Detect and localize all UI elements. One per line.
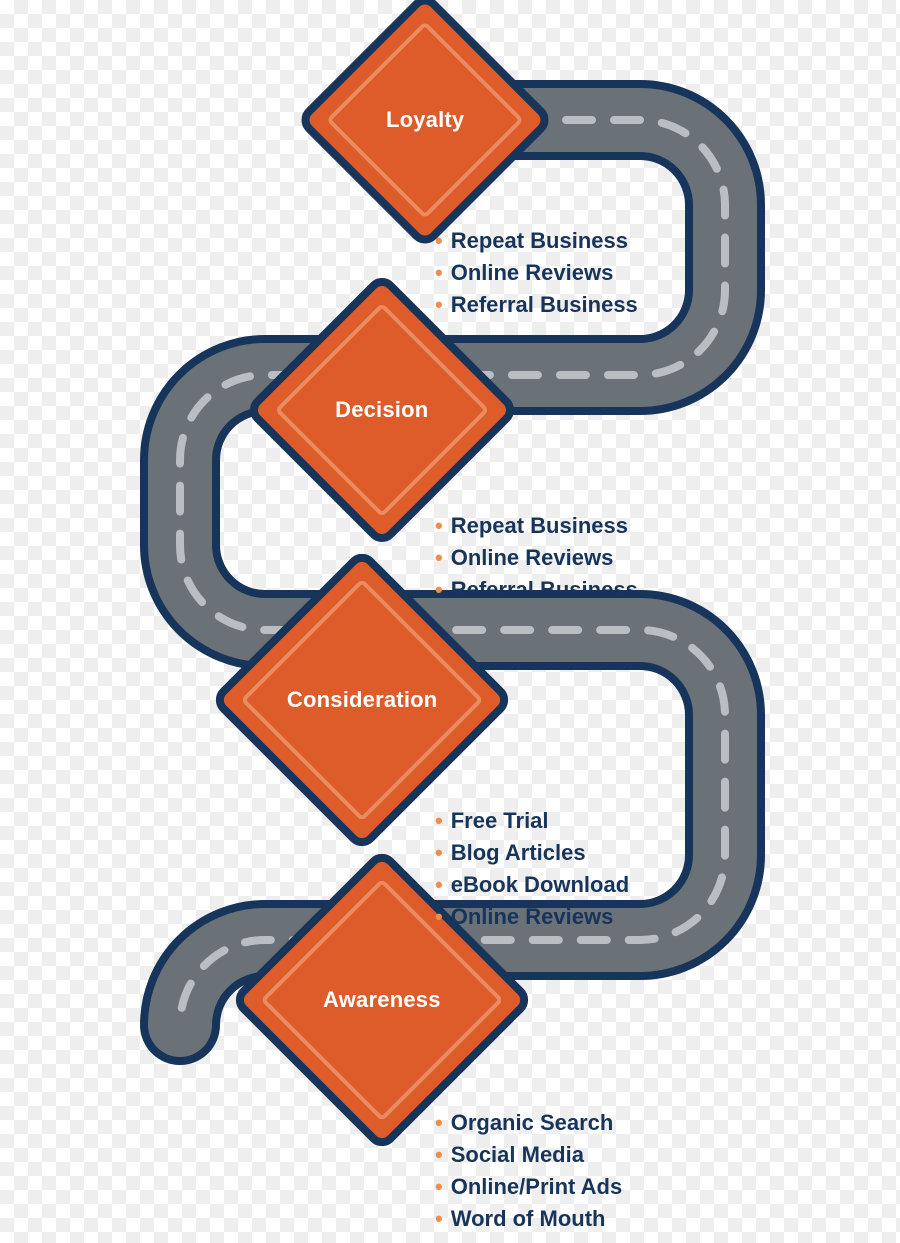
roadmap-infographic: Loyalty Decision Consideration Awareness…: [0, 0, 900, 1243]
stage-item: • Social Media: [435, 1139, 622, 1171]
stage-item: • Organic Search: [435, 1107, 622, 1139]
stage-item: • Repeat Business: [435, 225, 638, 257]
stage-item: • Word of Mouth: [435, 1203, 622, 1235]
stage-items-consideration: • Free Trial • Blog Articles • eBook Download…: [435, 805, 629, 933]
stage-item-label: Social Media: [451, 1142, 584, 1167]
stage-items-awareness: • Organic Search • Social Media • Online/Prin…: [435, 1107, 622, 1235]
stage-item-label: Repeat Business: [451, 228, 628, 253]
stage-label: Decision: [335, 397, 428, 423]
stage-item-label: Referral Business: [451, 292, 638, 317]
stage-item-label: Online Reviews: [451, 904, 614, 929]
stage-item-label: eBook Download: [451, 872, 629, 897]
stage-item: • Online Reviews: [435, 901, 629, 933]
bullet-icon: •: [435, 840, 443, 865]
stage-item-label: Referral Business: [451, 577, 638, 602]
stage-item-label: Free Trial: [451, 808, 549, 833]
bullet-icon: •: [435, 808, 443, 833]
stage-item-label: Online Reviews: [451, 260, 614, 285]
stage-item-label: Organic Search: [451, 1110, 614, 1135]
stage-item: • Blog Articles: [435, 837, 629, 869]
bullet-icon: •: [435, 577, 443, 602]
stage-label: Awareness: [323, 987, 441, 1013]
stage-label: Consideration: [287, 687, 438, 713]
bullet-icon: •: [435, 545, 443, 570]
stage-item-label: Repeat Business: [451, 513, 628, 538]
bullet-icon: •: [435, 1110, 443, 1135]
stage-item: • Free Trial: [435, 805, 629, 837]
stage-item-label: Online/Print Ads: [451, 1174, 623, 1199]
stage-item: • Online Reviews: [435, 542, 638, 574]
stage-label: Loyalty: [386, 107, 464, 133]
bullet-icon: •: [435, 292, 443, 317]
stage-items-decision: • Repeat Business • Online Reviews • Referral…: [435, 510, 638, 606]
stage-item: • Online/Print Ads: [435, 1171, 622, 1203]
bullet-icon: •: [435, 1206, 443, 1231]
stage-item: • Referral Business: [435, 289, 638, 321]
stage-item-label: Online Reviews: [451, 545, 614, 570]
stage-item: • eBook Download: [435, 869, 629, 901]
bullet-icon: •: [435, 1174, 443, 1199]
stage-item: • Repeat Business: [435, 510, 638, 542]
stage-item-label: Word of Mouth: [451, 1206, 606, 1231]
bullet-icon: •: [435, 513, 443, 538]
stage-item: • Online Reviews: [435, 257, 638, 289]
bullet-icon: •: [435, 872, 443, 897]
bullet-icon: •: [435, 228, 443, 253]
bullet-icon: •: [435, 904, 443, 929]
bullet-icon: •: [435, 260, 443, 285]
stage-item: • Referral Business: [435, 574, 638, 606]
stage-item-label: Blog Articles: [451, 840, 586, 865]
bullet-icon: •: [435, 1142, 443, 1167]
stage-items-loyalty: • Repeat Business • Online Reviews • Referral…: [435, 225, 638, 321]
